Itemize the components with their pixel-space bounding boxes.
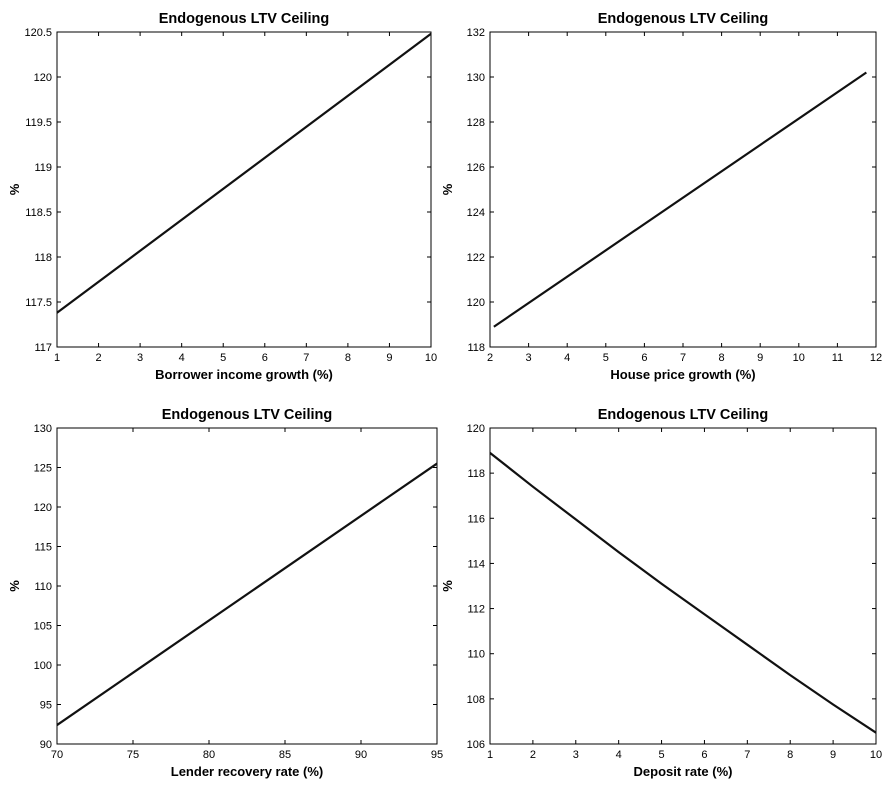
y-tick-label: 110 [467, 649, 485, 661]
x-tick-label: 6 [262, 352, 268, 364]
y-tick-label: 126 [467, 162, 485, 174]
y-tick-label: 120 [467, 297, 485, 309]
axes-frame [56, 427, 438, 745]
y-tick-label: 124 [467, 207, 485, 219]
x-tick-label: 75 [127, 749, 139, 761]
x-tick-label: 2 [95, 352, 101, 364]
y-tick-label: 122 [467, 252, 485, 264]
series-line-1 [489, 451, 877, 734]
x-tick-label: 9 [830, 749, 836, 761]
x-axis-label: Lender recovery rate (%) [171, 764, 323, 779]
y-tick-label: 117 [34, 342, 52, 354]
x-tick-label: 7 [303, 352, 309, 364]
y-tick-label: 130 [467, 72, 485, 84]
x-tick-label: 2 [530, 749, 536, 761]
x-tick-label: 10 [793, 352, 805, 364]
x-tick-label: 8 [787, 749, 793, 761]
x-tick-label: 6 [641, 352, 647, 364]
y-tick-label: 115 [34, 542, 52, 554]
series-line-1 [56, 32, 432, 314]
x-tick-label: 10 [870, 749, 882, 761]
y-tick-label: 90 [40, 739, 52, 751]
chart-panel-4: 1 2 3 4 5 6 7 8 9 10 106 108 110 112 114 116 118 120 Endog… [440, 407, 882, 779]
x-tick-label: 3 [573, 749, 579, 761]
y-tick-label: 118 [467, 342, 485, 354]
y-tick-label: 119.5 [25, 117, 52, 129]
y-tick-label: 117.5 [25, 297, 52, 309]
y-tick-label: 110 [34, 581, 52, 593]
x-tick-label: 2 [487, 352, 493, 364]
series-line-1 [56, 462, 438, 726]
series-line-1 [493, 71, 867, 328]
x-tick-label: 9 [757, 352, 763, 364]
y-tick-label: 118 [467, 468, 485, 480]
x-axis-label: Borrower income growth (%) [155, 367, 333, 382]
y-axis-label: % [440, 183, 455, 195]
y-tick-label: 120 [34, 502, 52, 514]
y-tick-label: 118 [34, 252, 52, 264]
y-tick-label: 118.5 [25, 207, 52, 219]
x-tick-label: 3 [526, 352, 532, 364]
x-tick-label: 6 [701, 749, 707, 761]
x-tick-label: 4 [564, 352, 570, 364]
x-tick-label: 1 [54, 352, 60, 364]
axes-frame [489, 427, 877, 745]
y-tick-label: 100 [34, 660, 52, 672]
x-axis-label: House price growth (%) [610, 367, 755, 382]
y-tick-label: 120 [467, 423, 485, 435]
chart-title: Endogenous LTV Ceiling [598, 11, 769, 27]
axes-frame [56, 31, 432, 348]
x-axis-label: Deposit rate (%) [634, 764, 733, 779]
y-tick-label: 116 [467, 513, 485, 525]
x-tick-label: 8 [345, 352, 351, 364]
chart-panel-2: 2 3 4 5 6 7 8 9 10 11 12 118 120 122 124 126 128 130 132 En… [440, 11, 882, 382]
x-tick-label: 9 [386, 352, 392, 364]
y-tick-label: 128 [467, 117, 485, 129]
x-tick-label: 4 [179, 352, 185, 364]
y-tick-label: 120.5 [24, 27, 52, 39]
y-tick-label: 108 [467, 694, 485, 706]
y-tick-label: 114 [467, 558, 485, 570]
x-tick-label: 7 [680, 352, 686, 364]
y-axis-label: % [7, 580, 22, 592]
x-tick-label: 70 [51, 749, 63, 761]
x-tick-label: 5 [658, 749, 664, 761]
chart-title: Endogenous LTV Ceiling [598, 407, 769, 423]
x-tick-label: 90 [355, 749, 367, 761]
x-tick-label: 10 [425, 352, 437, 364]
chart-title: Endogenous LTV Ceiling [162, 407, 333, 423]
y-tick-label: 120 [34, 72, 52, 84]
x-tick-label: 7 [744, 749, 750, 761]
y-axis-label: % [7, 183, 22, 195]
chart-panel-3: 70 75 80 85 90 95 90 95 100 105 110 115 120 125 130 End… [7, 407, 443, 779]
x-tick-label: 3 [137, 352, 143, 364]
x-tick-label: 5 [603, 352, 609, 364]
x-tick-label: 1 [487, 749, 493, 761]
y-axis-label: % [440, 580, 455, 592]
x-tick-label: 8 [719, 352, 725, 364]
x-tick-label: 5 [220, 352, 226, 364]
y-tick-label: 132 [467, 27, 485, 39]
x-tick-label: 12 [870, 352, 882, 364]
axes-frame [489, 31, 877, 348]
y-tick-label: 112 [467, 604, 485, 616]
y-tick-label: 105 [34, 621, 52, 633]
chart-panel-1: 1 2 3 4 5 6 7 8 9 10 117 117.5 118 118.5 119 119.5 120 12… [7, 11, 437, 382]
x-tick-label: 11 [832, 352, 843, 364]
y-tick-label: 125 [34, 463, 52, 475]
chart-title: Endogenous LTV Ceiling [159, 11, 330, 27]
y-tick-label: 95 [40, 700, 52, 712]
x-tick-label: 4 [616, 749, 622, 761]
y-tick-label: 130 [34, 423, 52, 435]
y-tick-label: 119 [34, 162, 52, 174]
x-tick-label: 85 [279, 749, 291, 761]
y-tick-label: 106 [467, 739, 485, 751]
x-tick-label: 80 [203, 749, 215, 761]
x-tick-label: 95 [431, 749, 443, 761]
